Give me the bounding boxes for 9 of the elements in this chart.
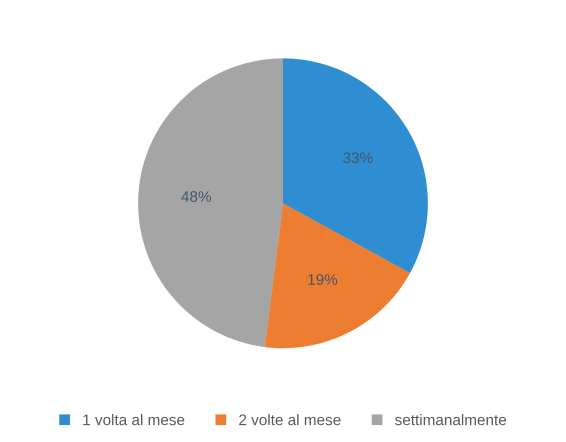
legend-label: settimanalmente	[395, 414, 506, 426]
data-label: 19%	[308, 274, 338, 285]
pie-slice	[264, 203, 410, 348]
data-label: 48%	[181, 191, 211, 202]
legend-label: 1 volta al mese	[83, 414, 184, 426]
pie-slice	[138, 58, 283, 348]
legend-label: 2 volte al mese	[239, 414, 340, 426]
pie-slice	[283, 58, 428, 274]
data-label: 33%	[343, 152, 373, 164]
